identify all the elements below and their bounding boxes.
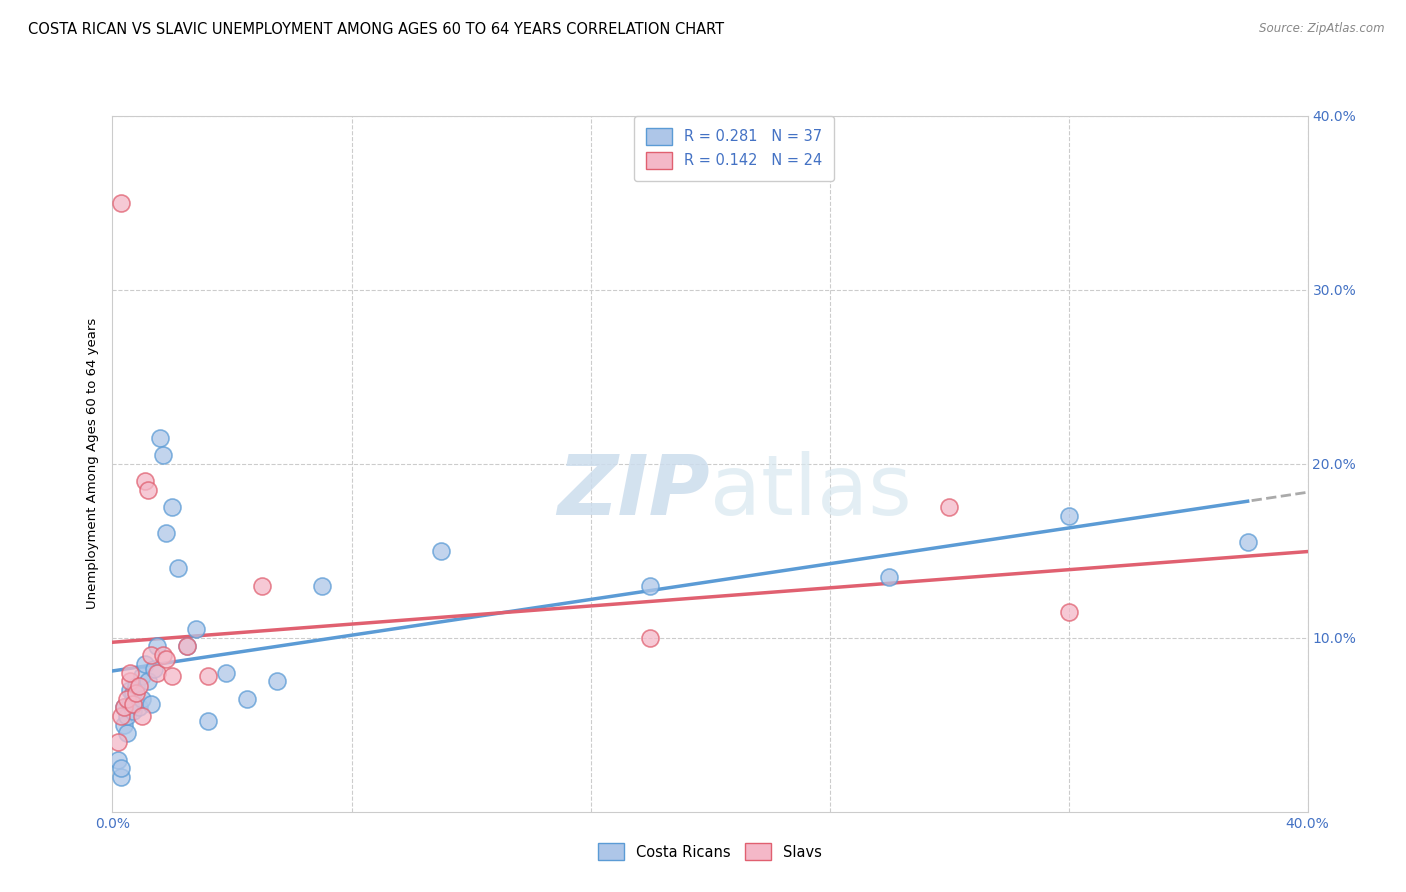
Point [141, 648, 163, 662]
Point [110, 196, 132, 211]
Point [122, 697, 145, 711]
Point [266, 674, 288, 689]
Point [176, 640, 198, 654]
Point [125, 680, 148, 694]
Point [146, 665, 169, 680]
Point [155, 526, 177, 541]
Point [143, 662, 166, 676]
Point [110, 770, 132, 784]
Point [114, 700, 135, 714]
Point [311, 578, 333, 592]
Point [138, 483, 160, 497]
Point [149, 431, 172, 445]
Point [250, 578, 273, 592]
Point [197, 669, 219, 683]
Point [146, 640, 169, 654]
Point [120, 665, 142, 680]
Point [186, 622, 208, 636]
Point [1237, 535, 1260, 549]
Point [197, 714, 219, 729]
Point [131, 669, 153, 683]
Point [1057, 508, 1080, 523]
Point [117, 709, 139, 723]
Point [120, 683, 142, 698]
Point [110, 761, 132, 775]
Point [236, 691, 259, 706]
Point [131, 709, 153, 723]
Point [110, 709, 132, 723]
Point [134, 474, 156, 488]
Point [176, 640, 198, 654]
Point [138, 674, 160, 689]
Point [128, 680, 150, 694]
Point [877, 570, 901, 584]
Point [152, 648, 174, 662]
Point [162, 669, 183, 683]
Text: COSTA RICAN VS SLAVIC UNEMPLOYMENT AMONG AGES 60 TO 64 YEARS CORRELATION CHART: COSTA RICAN VS SLAVIC UNEMPLOYMENT AMONG… [28, 22, 724, 37]
Point [1057, 605, 1080, 619]
Point [125, 686, 148, 700]
Text: ZIP: ZIP [557, 451, 710, 533]
Point [117, 691, 139, 706]
Point [152, 448, 174, 462]
Point [938, 500, 960, 515]
Point [120, 697, 142, 711]
Point [107, 753, 129, 767]
Point [638, 578, 662, 592]
Point [162, 500, 183, 515]
Point [114, 717, 135, 731]
Point [155, 651, 177, 665]
Point [638, 631, 662, 645]
Point [117, 726, 139, 740]
Point [107, 735, 129, 749]
Point [134, 657, 156, 671]
Y-axis label: Unemployment Among Ages 60 to 64 years: Unemployment Among Ages 60 to 64 years [86, 318, 100, 609]
Legend: Costa Ricans, Slavs: Costa Ricans, Slavs [588, 833, 832, 871]
Point [167, 561, 190, 575]
Point [122, 686, 145, 700]
Point [215, 665, 238, 680]
Point [122, 704, 145, 718]
Point [114, 700, 135, 714]
Text: Source: ZipAtlas.com: Source: ZipAtlas.com [1260, 22, 1385, 36]
Point [128, 700, 150, 714]
Point [430, 543, 453, 558]
Point [131, 691, 153, 706]
Point [141, 697, 163, 711]
Text: atlas: atlas [710, 451, 911, 533]
Point [120, 674, 142, 689]
